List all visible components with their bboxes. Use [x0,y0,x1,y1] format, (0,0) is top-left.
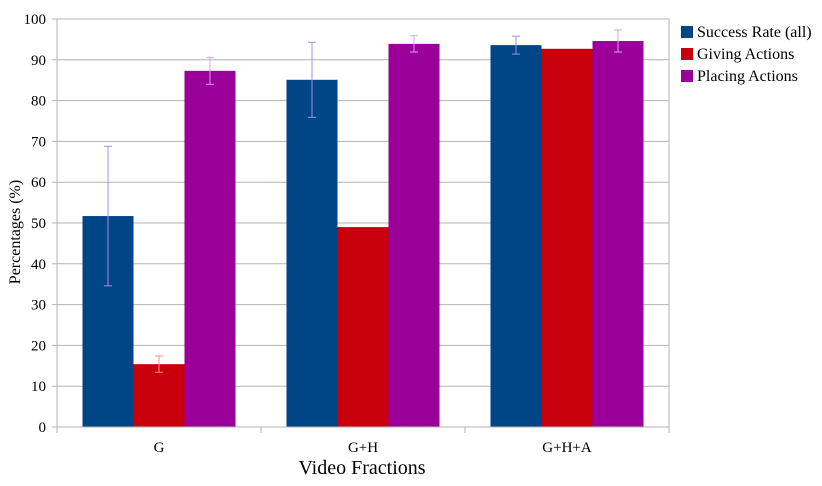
y-tick-label: 30 [31,298,46,314]
y-tick-label: 50 [31,216,46,232]
y-tick-label: 100 [24,12,47,28]
y-axis-ticks: 0 10 20 30 40 50 60 70 80 90 100 [24,12,57,436]
legend-label-2: Placing Actions [697,68,798,85]
x-axis-ticks: G G+H G+H+A [56,427,670,456]
bar-g-series-1 [133,364,185,427]
axes [56,19,670,428]
y-tick-label: 90 [31,53,46,69]
bar-g-h-series-2 [388,43,440,427]
y-tick-label: 40 [31,257,46,273]
bar-g-h-series-0 [286,79,338,428]
x-tick-label: G+H+A [542,440,592,456]
y-tick-label: 70 [31,134,46,150]
y-tick-label: 80 [31,94,46,110]
y-tick-label: 0 [39,420,47,436]
x-tick-label: G [154,440,165,456]
legend-swatch-2 [681,70,693,82]
bar-g-h-series-1 [337,227,389,427]
y-tick-label: 20 [31,338,46,354]
x-axis-title: Video Fractions [298,457,425,479]
x-tick-label: G+H [348,440,378,456]
legend: Success Rate (all) Giving Actions Placing … [681,24,812,85]
y-axis-title: Percentages (%) [7,180,24,284]
bar-g-h-a-series-2 [592,41,644,427]
error-bars [104,29,622,373]
bar-g-h-a-series-0 [490,45,542,427]
legend-swatch-1 [681,48,693,60]
legend-swatch-0 [681,26,693,38]
bar-g-series-2 [184,70,236,427]
y-tick-label: 60 [31,175,46,191]
legend-label-0: Success Rate (all) [697,24,812,41]
y-tick-label: 10 [31,379,46,395]
bars [82,41,644,428]
legend-label-1: Giving Actions [697,46,794,63]
bar-g-h-a-series-1 [541,48,593,428]
